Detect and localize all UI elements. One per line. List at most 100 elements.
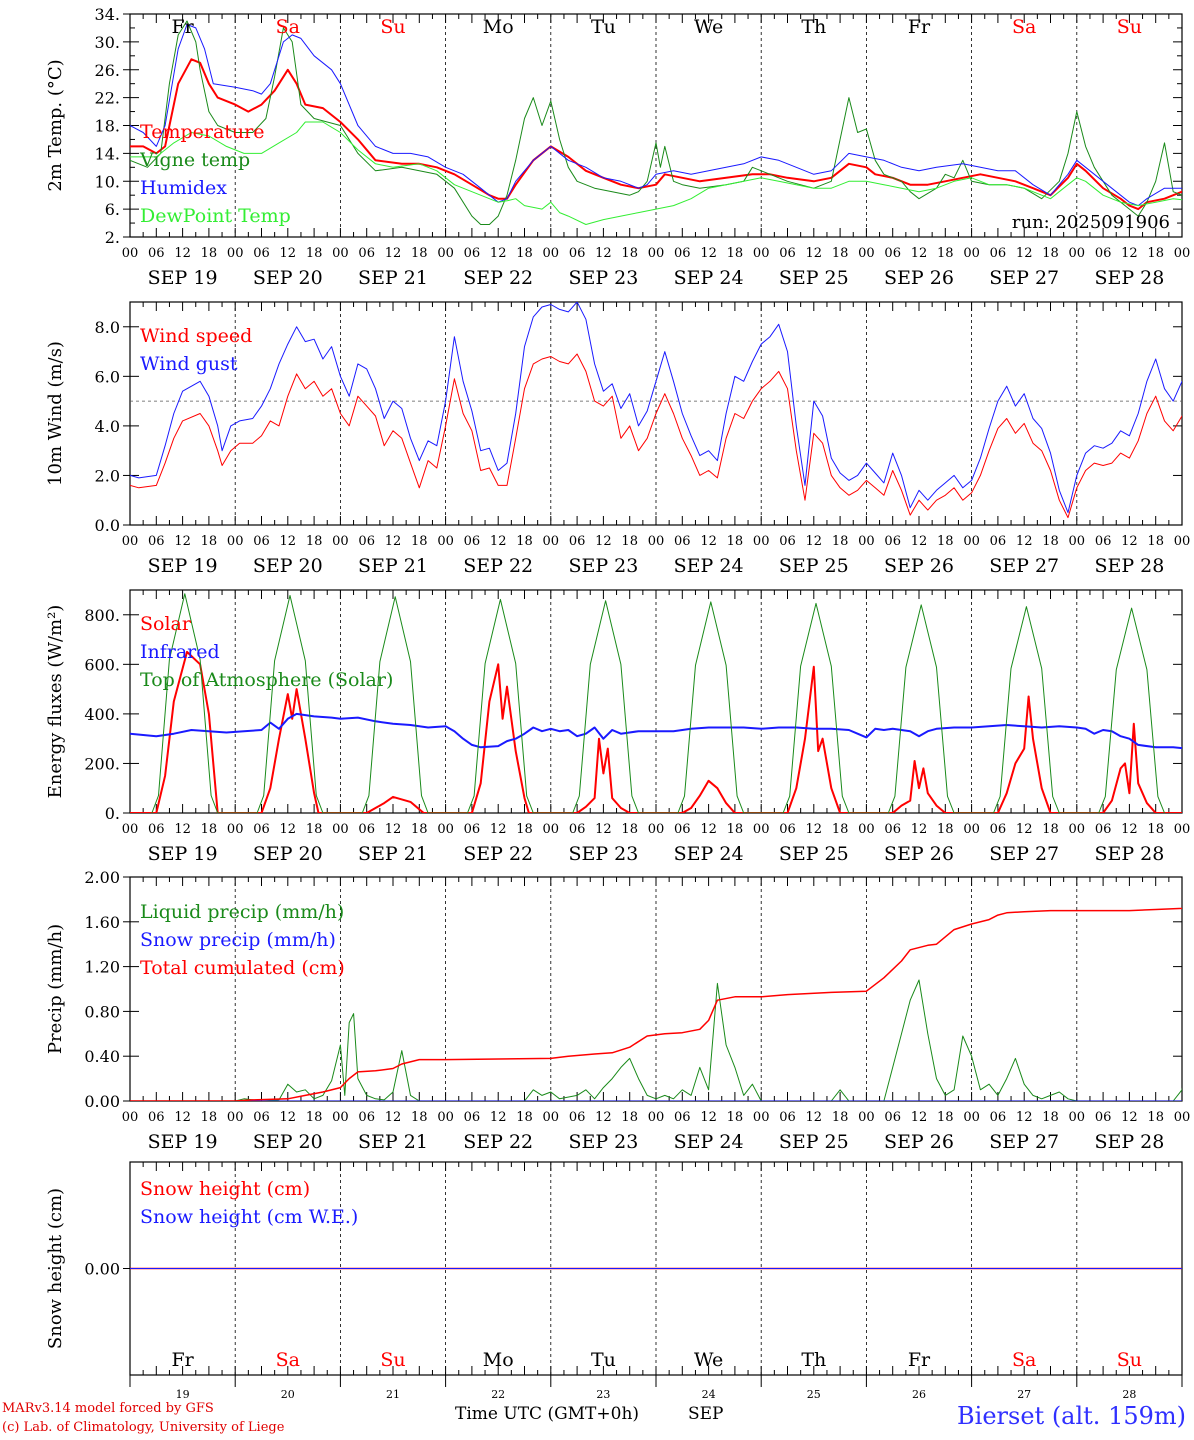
panel-2-x-tick-label: 18	[621, 534, 638, 549]
panel-4-y-axis-title: Precip (mm/h)	[45, 924, 66, 1054]
panel-1-x-tick-label: 12	[385, 246, 402, 261]
panel-2-x-tick-label: 18	[727, 534, 744, 549]
panel-3-x-tick-label: 12	[595, 822, 612, 837]
panel-3-x-tick-label: 18	[411, 822, 428, 837]
panel-1-x-tick-label: 00	[543, 246, 560, 261]
panel-4-x-tick-label: 12	[700, 1110, 717, 1125]
panel-4-x-tick-label: 12	[1121, 1110, 1138, 1125]
panel-1-x-tick-label: 12	[490, 246, 507, 261]
panel-5-day-abbr: Fr	[908, 1349, 931, 1371]
panel-3-x-tick-label: 12	[1121, 822, 1138, 837]
panel-4-series-liquid-precip-mm-h-	[130, 979, 1182, 1101]
panel-4-x-tick-label: 18	[306, 1110, 323, 1125]
panel-2-x-tick-label: 18	[306, 534, 323, 549]
panel-4-day-date-label: SEP 20	[253, 1131, 323, 1153]
panel-5-day-number: 19	[176, 1388, 190, 1401]
panel-4-x-tick-label: 18	[411, 1110, 428, 1125]
panel-2-x-tick-label: 06	[358, 534, 375, 549]
panel-1-x-tick-label: 18	[727, 246, 744, 261]
panel-4-day-date-label: SEP 24	[674, 1131, 744, 1153]
panel-2-x-tick-label: 06	[464, 534, 481, 549]
panel-3-day-date-label: SEP 26	[884, 843, 954, 865]
panel-2-x-tick-label: 00	[227, 534, 244, 549]
panel-3-x-tick-label: 06	[464, 822, 481, 837]
panel-1-x-tick-label: 18	[201, 246, 218, 261]
panel-2-x-tick-label-end: 00	[1174, 534, 1191, 549]
panel-1-x-tick-label: 12	[1121, 246, 1138, 261]
panel-3-day-date-label: SEP 19	[148, 843, 218, 865]
panel-4-legend-entry: Snow precip (mm/h)	[140, 929, 336, 951]
panel-1-x-tick-label: 00	[227, 246, 244, 261]
panel-1-x-tick-label: 12	[911, 246, 928, 261]
panel-3-x-tick-label: 00	[437, 822, 454, 837]
panel-3-x-tick-label: 06	[674, 822, 691, 837]
panel-3-legend-entry: Infrared	[140, 641, 220, 663]
panel-2-day-date-label: SEP 21	[358, 555, 428, 577]
panel-4-x-tick-label: 00	[753, 1110, 770, 1125]
panel-1-day-abbr: Sa	[276, 16, 300, 38]
panel-1-series-temperature	[130, 58, 1182, 211]
panel-4-x-tick-label: 06	[674, 1110, 691, 1125]
panel-2-y-tick-label: 4.0	[95, 417, 120, 436]
panel-3-x-tick-label: 06	[990, 822, 1007, 837]
panel-2-day-date-label: SEP 20	[253, 555, 323, 577]
panel-4-day-date-label: SEP 27	[989, 1131, 1059, 1153]
panel-4-x-tick-label: 06	[148, 1110, 165, 1125]
panel-1-legend-entry: Temperature	[140, 121, 264, 143]
panel-2-x-tick-label: 06	[990, 534, 1007, 549]
panel-4-series-total-cumulated-cm-	[130, 907, 1182, 1101]
panel-3-x-tick-label: 12	[174, 822, 191, 837]
panel-2-x-tick-label: 18	[832, 534, 849, 549]
panel-1-legend-entry: Humidex	[140, 177, 227, 199]
panel-2-day-date-label: SEP 28	[1094, 555, 1164, 577]
panel-3-x-tick-label: 00	[1069, 822, 1086, 837]
panel-2-x-tick-label: 06	[674, 534, 691, 549]
panel-4-x-tick-label: 06	[1095, 1110, 1112, 1125]
panel-4-day-date-label: SEP 28	[1094, 1131, 1164, 1153]
panel-2-x-tick-label: 12	[385, 534, 402, 549]
panel-2-y-tick-label: 6.0	[95, 367, 120, 386]
panel-4-x-tick-label: 06	[779, 1110, 796, 1125]
panel-2-legend-entry: Wind speed	[140, 325, 252, 347]
panel-3-y-tick-label: 400.	[84, 705, 120, 724]
panel-2-x-tick-label: 12	[1016, 534, 1033, 549]
panel-1-y-tick-label: 34.	[95, 5, 120, 24]
panel-3-day-date-label: SEP 20	[253, 843, 323, 865]
panel-2-x-tick-label: 18	[411, 534, 428, 549]
panel-4-x-tick-label: 00	[437, 1110, 454, 1125]
panel-1-day-date-label: SEP 26	[884, 267, 954, 289]
panel-2-y-tick-label: 8.0	[95, 318, 120, 337]
panel-5-day-number: 24	[702, 1388, 716, 1401]
panel-2-x-tick-label: 12	[174, 534, 191, 549]
panel-1-x-tick-label: 00	[332, 246, 349, 261]
panel-4-x-tick-label: 00	[122, 1110, 139, 1125]
panel-1-x-tick-label: 18	[832, 246, 849, 261]
panel-1-x-tick-label: 00	[122, 246, 139, 261]
panel-3-x-tick-label: 12	[911, 822, 928, 837]
panel-4-x-tick-label: 06	[884, 1110, 901, 1125]
panel-1-y-tick-label: 2.	[105, 228, 120, 247]
panel-2-series-wind-speed	[130, 353, 1182, 519]
panel-3-x-tick-label: 12	[700, 822, 717, 837]
panel-1-frame	[129, 13, 1183, 238]
panel-3-x-tick-label: 12	[1016, 822, 1033, 837]
panel-4-x-tick-label-end: 00	[1174, 1110, 1191, 1125]
lab-credit: (c) Lab. of Climatology, University of L…	[2, 1420, 285, 1435]
panel-5-day-abbr: Fr	[171, 1349, 194, 1371]
panel-5-day-number: 21	[386, 1388, 400, 1401]
panel-3-y-tick-label: 600.	[84, 655, 120, 674]
panel-1-y-tick-label: 18.	[95, 117, 120, 136]
panel-3-day-date-label: SEP 28	[1094, 843, 1164, 865]
panel-5-day-abbr: Tu	[591, 1349, 616, 1371]
panel-1-y-tick-label: 22.	[95, 89, 120, 108]
panel-4-x-tick-label: 00	[227, 1110, 244, 1125]
panel-1-x-tick-label: 18	[1147, 246, 1164, 261]
panel-1-day-abbr: Tu	[591, 16, 616, 38]
panel-2-x-tick-label: 00	[543, 534, 560, 549]
panel-3-x-tick-label: 18	[1147, 822, 1164, 837]
panel-3-series-infrared	[130, 712, 1182, 750]
panel-4-plot-area	[130, 907, 1182, 1101]
panel-3-x-tick-label: 00	[543, 822, 560, 837]
panel-5-day-abbr: Sa	[1012, 1349, 1036, 1371]
panel-4-x-tick-label: 00	[858, 1110, 875, 1125]
